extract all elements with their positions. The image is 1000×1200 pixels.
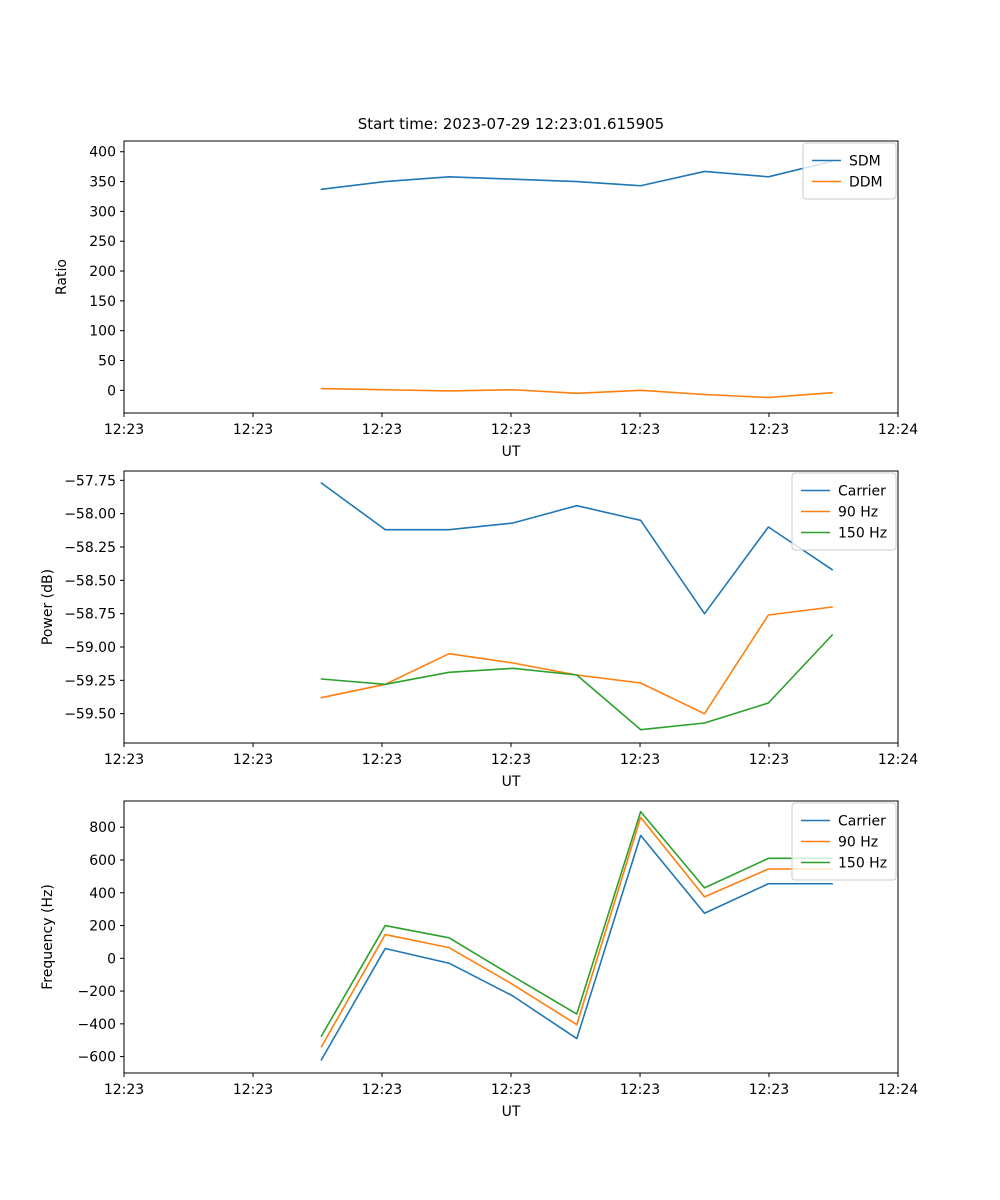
plot-frame (123, 470, 899, 744)
y-axis-label: Ratio (54, 259, 70, 295)
x-tick-label: 12:23 (749, 1082, 789, 1098)
y-axis-label: Power (dB) (40, 569, 56, 645)
y-tick-label: 350 (89, 175, 116, 191)
x-tick-label: 12:23 (362, 422, 402, 438)
x-tick-label: 12:24 (878, 752, 918, 768)
legend-background (791, 802, 897, 881)
y-tick-label: 400 (89, 886, 116, 902)
x-tick-label: 12:23 (233, 752, 273, 768)
y-tick-label: 200 (89, 919, 116, 935)
x-tick-label: 12:23 (362, 1082, 402, 1098)
y-tick-label: 800 (89, 820, 116, 836)
y-tick-label: 150 (89, 294, 116, 310)
x-tick-label: 12:23 (491, 422, 531, 438)
series-line-ddm (320, 387, 834, 399)
y-tick-label: −58.50 (64, 573, 116, 589)
legend-label-150-hz: 150 Hz (838, 526, 887, 542)
y-tick-label: 300 (89, 204, 116, 220)
y-tick-label: 0 (107, 383, 116, 399)
x-tick-label: 12:23 (104, 422, 144, 438)
figure-title: Start time: 2023-07-29 12:23:01.615905 (358, 115, 664, 133)
x-tick-label: 12:23 (620, 422, 660, 438)
x-tick-label: 12:23 (749, 752, 789, 768)
x-tick-label: 12:23 (620, 1082, 660, 1098)
y-tick-label: 200 (89, 264, 116, 280)
axes-power-plot: 12:23 12:23 12:23 12:23 12:23 12:23 12:24 −57.7… (40, 470, 918, 790)
y-tick-label: 400 (89, 145, 116, 161)
x-tick-label: 12:23 (362, 752, 402, 768)
plot-frame (123, 140, 899, 414)
y-tick-label: −200 (78, 984, 116, 1000)
legend-label-carrier: Carrier (838, 484, 886, 500)
series-line-150-hz (320, 810, 834, 1037)
x-tick-label: 12:23 (233, 422, 273, 438)
series-line-150-hz (320, 634, 834, 731)
y-tick-label: 50 (98, 354, 116, 370)
x-tick-label: 12:23 (104, 752, 144, 768)
legend-ratio-plot: SDM DDM (802, 142, 897, 200)
y-tick-label: −59.00 (64, 640, 116, 656)
x-tick-label: 12:24 (878, 1082, 918, 1098)
y-tick-label: −58.00 (64, 507, 116, 523)
series-line-sdm (320, 160, 834, 191)
series-line-carrier (320, 482, 834, 615)
x-tick-label: 12:23 (620, 752, 660, 768)
y-tick-label: −600 (78, 1050, 116, 1066)
x-tick-label: 12:24 (878, 422, 918, 438)
legend-label-sdm: SDM (849, 154, 881, 170)
series-line-90-hz (320, 816, 834, 1048)
series-line-90-hz (320, 606, 834, 715)
y-tick-label: 600 (89, 853, 116, 869)
x-axis-label: UT (502, 774, 521, 790)
x-tick-label: 12:23 (491, 1082, 531, 1098)
axes-frequency-plot: 12:23 12:23 12:23 12:23 12:23 12:23 12:24 −600 −… (40, 800, 918, 1120)
y-tick-label: 0 (107, 951, 116, 967)
legend-label-ddm: DDM (849, 175, 883, 191)
legend-label-90-hz: 90 Hz (838, 505, 878, 521)
y-axis-label: Frequency (Hz) (40, 884, 56, 990)
y-tick-label: −59.25 (64, 673, 116, 689)
y-tick-label: −58.75 (64, 607, 116, 623)
plot-frame (123, 800, 899, 1074)
x-tick-label: 12:23 (104, 1082, 144, 1098)
y-tick-label: 250 (89, 234, 116, 250)
y-tick-label: −59.50 (64, 707, 116, 723)
legend-background (791, 472, 897, 551)
legend-label-carrier: Carrier (838, 814, 886, 830)
legend-background (802, 142, 897, 200)
series-line-carrier (320, 834, 834, 1061)
legend-label-150-hz: 150 Hz (838, 856, 887, 872)
legend-label-90-hz: 90 Hz (838, 835, 878, 851)
y-tick-label: −400 (78, 1017, 116, 1033)
axes-ratio-plot: Start time: 2023-07-29 12:23:01.615905 12… (54, 115, 918, 460)
x-tick-label: 12:23 (491, 752, 531, 768)
x-axis-label: UT (502, 444, 521, 460)
legend-frequency-plot: Carrier 90 Hz 150 Hz (791, 802, 897, 881)
x-tick-label: 12:23 (233, 1082, 273, 1098)
x-tick-label: 12:23 (749, 422, 789, 438)
y-tick-label: −58.25 (64, 540, 116, 556)
x-axis-label: UT (502, 1104, 521, 1120)
y-tick-label: 100 (89, 324, 116, 340)
legend-power-plot: Carrier 90 Hz 150 Hz (791, 472, 897, 551)
y-tick-label: −57.75 (64, 473, 116, 489)
